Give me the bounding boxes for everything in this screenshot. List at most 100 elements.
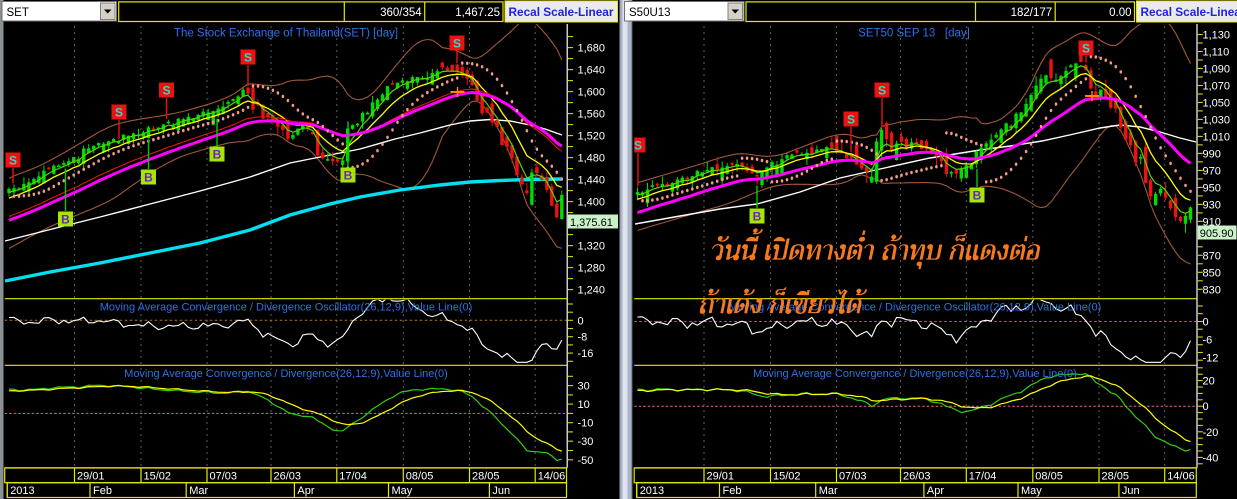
svg-text:-6: -6: [1203, 335, 1213, 347]
svg-text:-8: -8: [578, 332, 588, 344]
svg-text:1,070: 1,070: [1203, 80, 1231, 92]
svg-text:Apr: Apr: [297, 485, 314, 497]
svg-text:360/354: 360/354: [380, 7, 422, 19]
svg-text:S: S: [244, 51, 252, 65]
svg-text:S: S: [847, 113, 855, 127]
svg-text:S: S: [9, 154, 17, 168]
svg-text:May: May: [1021, 485, 1042, 497]
svg-text:1,130: 1,130: [1203, 30, 1231, 42]
svg-text:2013: 2013: [10, 485, 34, 497]
svg-text:Moving Average Convergence / D: Moving Average Convergence / Divergence(…: [124, 368, 448, 380]
svg-text:15/02: 15/02: [144, 471, 172, 483]
svg-text:1,400: 1,400: [578, 197, 606, 209]
svg-text:Recal Scale-Linear: Recal Scale-Linear: [509, 5, 614, 19]
svg-text:1,520: 1,520: [578, 131, 606, 143]
svg-text:B: B: [973, 189, 982, 203]
svg-text:07/03: 07/03: [839, 471, 867, 483]
svg-text:Recal Scale-Linear: Recal Scale-Linear: [1141, 5, 1237, 19]
svg-text:1,240: 1,240: [578, 285, 606, 297]
svg-text:08/05: 08/05: [1035, 471, 1063, 483]
svg-text:28/05: 28/05: [472, 471, 500, 483]
svg-text:1,467.25: 1,467.25: [455, 7, 500, 19]
svg-text:Mar: Mar: [819, 485, 838, 497]
svg-text:1,600: 1,600: [578, 87, 606, 99]
svg-text:Moving Average Convergence / D: Moving Average Convergence / Divergence(…: [753, 368, 1077, 380]
svg-text:07/03: 07/03: [210, 471, 238, 483]
svg-text:1,320: 1,320: [578, 241, 606, 253]
svg-text:SET50 SEP 13 [day]: SET50 SEP 13 [day]: [858, 28, 970, 40]
svg-text:905.90: 905.90: [1200, 228, 1234, 240]
svg-text:Apr: Apr: [927, 485, 944, 497]
svg-text:Moving Average Convergence / D: Moving Average Convergence / Divergence …: [729, 302, 1102, 314]
svg-text:-12: -12: [1203, 353, 1219, 365]
svg-text:26/03: 26/03: [274, 471, 302, 483]
svg-text:870: 870: [1203, 250, 1221, 262]
svg-text:1,010: 1,010: [1203, 131, 1231, 143]
svg-text:830: 830: [1203, 284, 1221, 296]
svg-text:14/06: 14/06: [538, 471, 566, 483]
svg-text:1,680: 1,680: [578, 43, 606, 55]
svg-text:15/02: 15/02: [773, 471, 801, 483]
svg-text:-20: -20: [1203, 427, 1219, 439]
svg-text:0: 0: [1203, 401, 1209, 413]
svg-text:B: B: [61, 213, 70, 227]
svg-text:1,440: 1,440: [578, 175, 606, 187]
svg-text:17/04: 17/04: [969, 471, 997, 483]
svg-text:1,560: 1,560: [578, 109, 606, 121]
svg-text:-30: -30: [578, 436, 594, 448]
svg-text:SET: SET: [7, 7, 29, 19]
svg-text:B: B: [144, 171, 153, 185]
svg-text:S: S: [1082, 42, 1090, 56]
svg-text:B: B: [753, 210, 762, 224]
svg-text:14/06: 14/06: [1167, 471, 1195, 483]
svg-text:Jun: Jun: [1122, 485, 1140, 497]
svg-text:990: 990: [1203, 148, 1221, 160]
svg-text:S: S: [453, 37, 461, 51]
svg-text:20: 20: [1203, 376, 1215, 388]
svg-text:29/01: 29/01: [77, 471, 105, 483]
svg-text:1,090: 1,090: [1203, 63, 1231, 75]
svg-text:The Stock Exchange of Thailand: The Stock Exchange of Thailand(SET) [day…: [174, 28, 398, 40]
svg-text:1,480: 1,480: [578, 153, 606, 165]
svg-text:28/05: 28/05: [1102, 471, 1130, 483]
svg-text:1,050: 1,050: [1203, 97, 1231, 109]
svg-text:-40: -40: [1203, 452, 1219, 464]
svg-text:Moving Average Convergence / D: Moving Average Convergence / Divergence …: [100, 302, 473, 314]
svg-text:-50: -50: [578, 455, 594, 467]
svg-text:-10: -10: [578, 418, 594, 430]
svg-text:Jun: Jun: [492, 485, 510, 497]
svg-text:29/01: 29/01: [707, 471, 735, 483]
svg-text:Feb: Feb: [723, 485, 742, 497]
svg-text:S: S: [634, 139, 642, 153]
svg-text:0: 0: [578, 315, 584, 327]
svg-text:May: May: [392, 485, 413, 497]
svg-text:-16: -16: [578, 348, 594, 360]
svg-text:910: 910: [1203, 216, 1221, 228]
svg-text:950: 950: [1203, 182, 1221, 194]
svg-text:B: B: [213, 148, 222, 162]
svg-text:17/04: 17/04: [339, 471, 367, 483]
svg-text:1,280: 1,280: [578, 263, 606, 275]
svg-text:B: B: [344, 169, 353, 183]
svg-text:0: 0: [1203, 317, 1209, 329]
svg-text:10: 10: [578, 399, 590, 411]
svg-text:Mar: Mar: [189, 485, 208, 497]
svg-text:30: 30: [578, 381, 590, 393]
svg-text:1,375.61: 1,375.61: [570, 217, 613, 229]
svg-text:970: 970: [1203, 165, 1221, 177]
svg-text:1,110: 1,110: [1203, 46, 1230, 58]
svg-text:0.00: 0.00: [1109, 7, 1131, 19]
svg-text:850: 850: [1203, 267, 1221, 279]
svg-text:08/05: 08/05: [406, 471, 434, 483]
svg-text:S: S: [162, 84, 170, 98]
svg-text:S: S: [878, 84, 886, 98]
svg-text:2013: 2013: [640, 485, 664, 497]
svg-text:182/177: 182/177: [1011, 7, 1053, 19]
svg-text:S50U13: S50U13: [629, 7, 671, 19]
svg-text:1,640: 1,640: [578, 65, 606, 77]
svg-text:S: S: [115, 106, 123, 120]
svg-text:Feb: Feb: [93, 485, 112, 497]
svg-text:1,030: 1,030: [1203, 114, 1231, 126]
svg-text:930: 930: [1203, 199, 1221, 211]
svg-text:26/03: 26/03: [903, 471, 931, 483]
